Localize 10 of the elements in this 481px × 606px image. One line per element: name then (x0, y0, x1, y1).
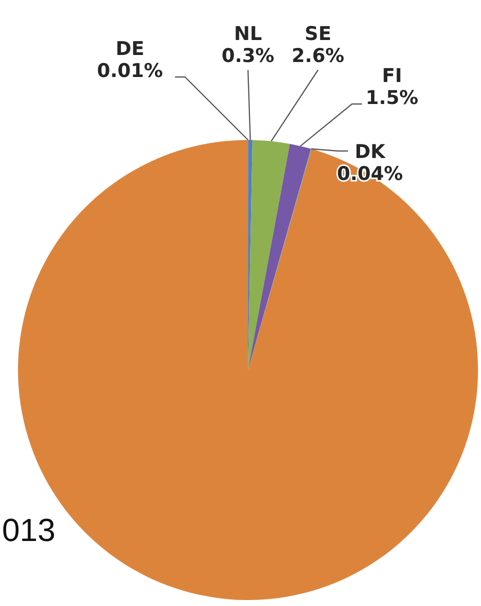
slice-label: FI (382, 65, 402, 87)
data-label: 0.3% (222, 45, 274, 67)
data-label: 1.5% (366, 87, 418, 109)
slice-label: DK (354, 141, 387, 163)
text: 013 (2, 512, 56, 549)
data-label: 2.6% (292, 45, 344, 67)
slice-label: NL (234, 23, 262, 45)
slice-label: DE (116, 38, 144, 60)
data-label: 0.01% (97, 60, 163, 82)
slice-label: SE (304, 23, 332, 45)
